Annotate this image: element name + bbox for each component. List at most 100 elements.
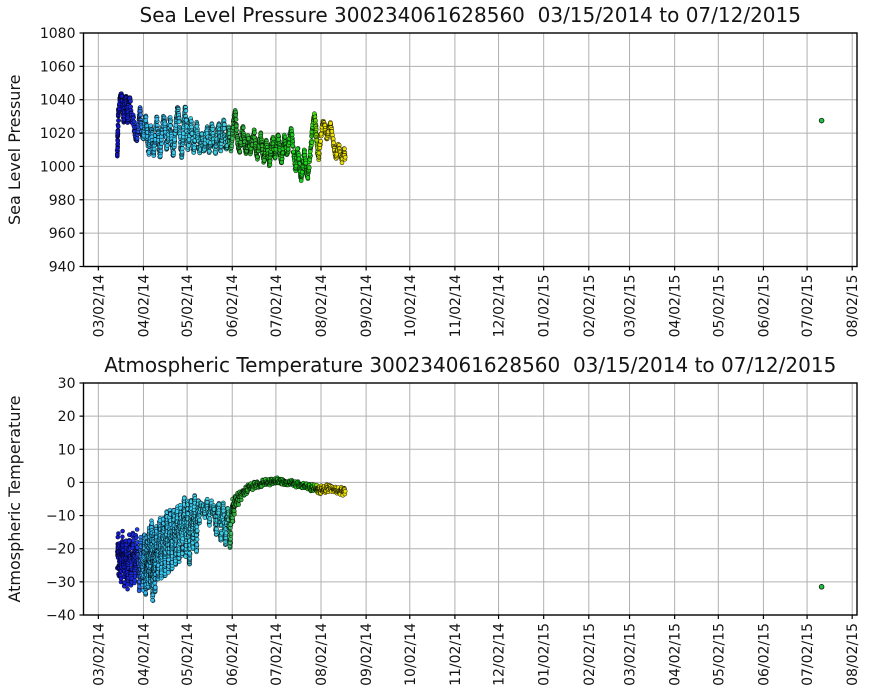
x-tick-label: 12/02/14 (492, 623, 508, 686)
data-point (152, 580, 158, 586)
x-tick-label: 05/02/15 (711, 623, 727, 686)
data-point (210, 127, 215, 132)
x-tick-label: 06/02/15 (756, 275, 772, 338)
x-tick-label: 03/02/15 (623, 623, 639, 686)
data-point (199, 131, 205, 137)
data-point (194, 528, 200, 533)
data-point (194, 548, 199, 553)
data-point (237, 149, 243, 154)
pressure-plot: 03/02/14 04/02/14 05/02/14 06/02/14 07/02/14… (5, 3, 861, 337)
data-point (296, 156, 302, 162)
x-tick-label: 07/02/15 (800, 623, 816, 686)
grid (83, 32, 857, 267)
x-tick-label: 01/02/15 (537, 623, 553, 686)
x-tick-label: 10/02/14 (403, 623, 419, 686)
temperature-plot: 03/02/14 04/02/14 05/02/14 06/02/14 07/02/14… (5, 353, 861, 686)
data-point (194, 542, 200, 548)
x-tick-label: 11/02/14 (448, 274, 464, 337)
data-point (230, 518, 235, 524)
data-point (183, 108, 189, 114)
y-tick-label: 1000 (40, 159, 76, 175)
data-point (222, 122, 227, 127)
data-point (218, 148, 224, 154)
data-point (128, 104, 133, 109)
data-point (116, 118, 121, 123)
data-point (166, 570, 171, 575)
x-tick-label: 04/02/15 (668, 623, 684, 686)
y-tick-label: 20 (58, 409, 76, 425)
outlier-point (818, 117, 825, 124)
data-point (120, 534, 125, 540)
x-tick-label: 08/02/15 (845, 623, 861, 686)
data-point (276, 133, 281, 138)
data-point (307, 165, 312, 171)
x-tick-label: 08/02/14 (314, 274, 330, 337)
data-point (168, 123, 173, 128)
y-tick-label: 1060 (40, 59, 76, 75)
y-tick-label: 1020 (40, 126, 76, 142)
data-point (230, 136, 235, 141)
data-point (130, 115, 136, 121)
data-point (207, 523, 212, 528)
data-point (216, 501, 222, 507)
data-point (143, 590, 148, 596)
data-point (115, 138, 121, 144)
data-point (339, 160, 345, 166)
data-point (331, 140, 336, 146)
data-point (164, 143, 170, 148)
data-point (197, 517, 202, 523)
data-point (162, 121, 168, 127)
x-tick-label: 06/02/14 (225, 623, 241, 686)
data-point (246, 136, 251, 141)
pressure-title: Sea Level Pressure 300234061628560 03/15… (140, 3, 801, 27)
data-point (171, 150, 177, 155)
x-tick-label: 01/02/15 (537, 275, 553, 338)
data-point (138, 112, 143, 118)
data-point (218, 536, 224, 541)
data-point (309, 140, 315, 145)
data-point (221, 508, 226, 514)
data-point (330, 132, 335, 138)
data-point (234, 127, 239, 133)
data-point (192, 145, 197, 151)
data-point (194, 537, 200, 542)
data-point (282, 134, 288, 140)
data-point (194, 124, 200, 129)
data-point (148, 123, 153, 128)
data-point (241, 125, 246, 131)
pressure-ylabel: Sea Level Pressure (5, 74, 24, 225)
temperature-title: Atmospheric Temperature 300234061628560 … (104, 353, 836, 377)
data-point (207, 516, 213, 522)
data-point (189, 124, 194, 130)
y-tick-label: −10 (46, 509, 76, 525)
data-point (125, 586, 130, 592)
x-tick-label: 11/02/14 (448, 623, 464, 686)
data-point (318, 131, 324, 137)
data-point (228, 531, 234, 536)
x-tick-label: 08/02/15 (845, 275, 861, 338)
x-tick-label: 03/02/15 (623, 275, 639, 338)
data-point (221, 126, 227, 131)
data-point (214, 526, 219, 532)
y-tick-label: −40 (46, 608, 76, 624)
data-point (183, 117, 189, 123)
data-point (206, 148, 212, 154)
data-point (276, 137, 281, 142)
data-point (151, 146, 157, 152)
x-tick-label: 02/02/15 (582, 623, 598, 686)
data-point (181, 495, 187, 501)
y-tick-label: 960 (49, 226, 76, 242)
data-point (298, 178, 304, 183)
data-point (180, 146, 185, 151)
data-point (305, 175, 311, 180)
x-tick-label: 07/02/14 (269, 623, 285, 686)
data-point (154, 117, 160, 122)
temperature-scatter-points (115, 475, 348, 603)
y-tick-label: −30 (46, 575, 76, 591)
x-tick-label: 09/02/14 (359, 623, 375, 686)
data-point (290, 143, 295, 149)
data-point (295, 146, 300, 152)
data-point (213, 150, 218, 155)
x-tick-label: 12/02/14 (492, 274, 508, 337)
data-point (115, 128, 121, 134)
